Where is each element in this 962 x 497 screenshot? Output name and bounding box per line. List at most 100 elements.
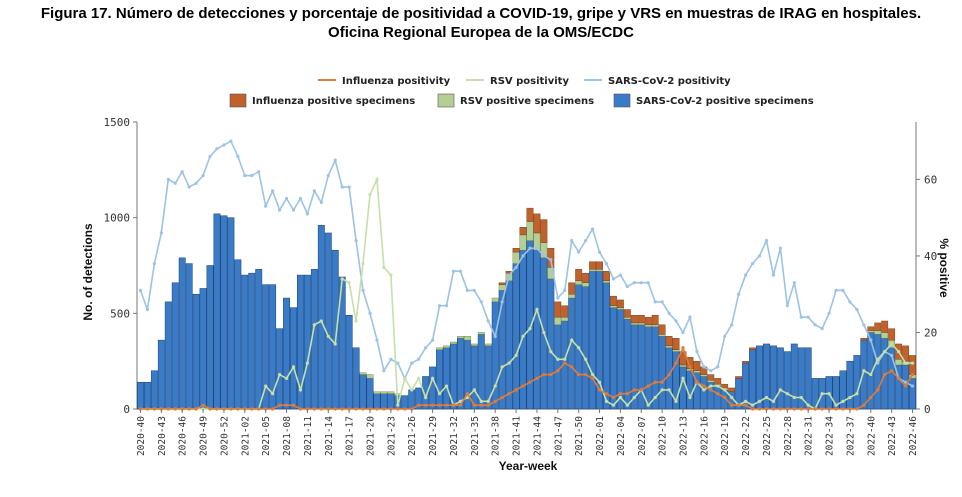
point-sars-cov-2-positivity bbox=[862, 323, 866, 327]
point-sars-cov-2-positivity bbox=[444, 304, 449, 308]
x-tick-label: 2022-40 bbox=[866, 416, 877, 456]
point-rsv-positivity bbox=[514, 353, 518, 358]
point-influenza-positivity bbox=[472, 403, 476, 407]
point-rsv-positivity bbox=[841, 399, 845, 403]
point-rsv-positivity bbox=[611, 403, 616, 407]
point-rsv-positivity bbox=[570, 338, 574, 342]
point-rsv-positivity bbox=[521, 334, 525, 338]
point-sars-cov-2-positivity bbox=[890, 353, 894, 358]
x-tick-label: 2021-26 bbox=[407, 416, 418, 456]
point-sars-cov-2-positivity bbox=[284, 196, 289, 201]
bar-sars-cov-2 bbox=[206, 265, 214, 410]
bar-influenza bbox=[749, 347, 756, 350]
point-rsv-positivity bbox=[347, 281, 351, 285]
point-sars-cov-2-positivity bbox=[138, 288, 143, 292]
point-rsv-positivity bbox=[632, 395, 636, 400]
point-influenza-positivity bbox=[500, 395, 504, 400]
point-sars-cov-2-positivity bbox=[486, 319, 490, 323]
point-rsv-positivity bbox=[417, 376, 421, 380]
bar-sars-cov-2 bbox=[415, 387, 423, 410]
y2-tick-label: 40 bbox=[924, 250, 937, 263]
point-influenza-positivity bbox=[723, 395, 727, 400]
point-sars-cov-2-positivity bbox=[229, 139, 233, 143]
point-influenza-positivity bbox=[208, 407, 212, 411]
bar-sars-cov-2 bbox=[603, 282, 610, 410]
point-rsv-positivity bbox=[792, 395, 796, 400]
point-influenza-positivity bbox=[458, 403, 463, 407]
bar-sars-cov-2 bbox=[324, 232, 332, 410]
tick-labels-group: 0 500 1000 1500 0 20 40 60 2020-40 2020-43 2020-46… bbox=[104, 116, 938, 456]
bar-sars-cov-2 bbox=[589, 270, 597, 410]
point-influenza-positivity bbox=[855, 407, 859, 411]
bar-sars-cov-2 bbox=[436, 349, 444, 410]
bar-rsv bbox=[881, 332, 889, 339]
point-influenza-positivity bbox=[688, 365, 692, 369]
point-sars-cov-2-positivity bbox=[264, 204, 268, 208]
point-influenza-positivity bbox=[750, 407, 755, 411]
point-influenza-positivity bbox=[778, 407, 782, 411]
legend-label-flu-specimens: Influenza positive specimens bbox=[252, 96, 415, 107]
bar-influenza bbox=[526, 207, 534, 222]
bar-sars-cov-2 bbox=[665, 347, 673, 410]
point-sars-cov-2-positivity bbox=[723, 334, 727, 338]
bar-rsv bbox=[359, 372, 367, 375]
point-influenza-positivity bbox=[486, 403, 490, 407]
bar-rsv bbox=[637, 322, 645, 326]
point-influenza-positivity bbox=[667, 372, 671, 377]
point-sars-cov-2-positivity bbox=[660, 300, 664, 304]
bar-influenza bbox=[610, 295, 617, 306]
bar-influenza bbox=[714, 378, 722, 385]
point-influenza-positivity bbox=[542, 372, 546, 377]
bar-sars-cov-2 bbox=[783, 351, 791, 410]
point-rsv-positivity bbox=[681, 376, 685, 380]
line-series-group bbox=[138, 139, 915, 411]
x-tick-label: 2022-31 bbox=[804, 416, 815, 456]
x-tick-label: 2021-20 bbox=[366, 416, 377, 456]
legend-label-sars-positivity: SARS-CoV-2 positivity bbox=[608, 76, 731, 87]
point-sars-cov-2-positivity bbox=[667, 311, 671, 315]
point-influenza-positivity bbox=[284, 403, 289, 407]
bar-sars-cov-2 bbox=[470, 345, 478, 410]
point-sars-cov-2-positivity bbox=[319, 200, 323, 204]
point-influenza-positivity bbox=[451, 403, 456, 407]
y2-tick-label: 20 bbox=[924, 326, 937, 339]
x-tick-label: 2021-11 bbox=[303, 416, 314, 456]
point-influenza-positivity bbox=[709, 388, 713, 392]
point-sars-cov-2-positivity bbox=[674, 319, 678, 323]
point-rsv-positivity bbox=[757, 399, 762, 403]
bar-sars-cov-2 bbox=[658, 336, 666, 410]
point-influenza-positivity bbox=[431, 403, 435, 407]
point-sars-cov-2-positivity bbox=[709, 369, 713, 373]
bar-rsv bbox=[679, 364, 687, 368]
bar-rsv bbox=[895, 359, 903, 366]
point-sars-cov-2-positivity bbox=[145, 307, 150, 312]
bar-rsv bbox=[436, 347, 443, 350]
point-influenza-positivity bbox=[702, 384, 706, 388]
point-sars-cov-2-positivity bbox=[549, 258, 553, 262]
figure-title-line1: Figura 17. Número de detecciones y porce… bbox=[40, 5, 922, 22]
point-sars-cov-2-positivity bbox=[417, 357, 421, 361]
point-sars-cov-2-positivity bbox=[750, 261, 755, 266]
legend-label-flu-positivity: Influenza positivity bbox=[342, 76, 451, 87]
point-rsv-positivity bbox=[855, 392, 859, 396]
x-tick-label: 2020-40 bbox=[136, 416, 147, 456]
point-influenza-positivity bbox=[354, 407, 358, 411]
point-sars-cov-2-positivity bbox=[813, 323, 817, 327]
point-sars-cov-2-positivity bbox=[236, 154, 240, 159]
line-rsv-positivity bbox=[140, 176, 913, 411]
bar-sars-cov-2 bbox=[804, 347, 812, 410]
bar-rsv bbox=[366, 374, 374, 379]
point-sars-cov-2-positivity bbox=[250, 173, 254, 178]
bar-sars-cov-2 bbox=[137, 381, 144, 410]
bar-rsv bbox=[700, 374, 708, 377]
bar-sars-cov-2 bbox=[749, 349, 756, 410]
point-rsv-positivity bbox=[883, 350, 887, 354]
point-sars-cov-2-positivity bbox=[702, 365, 706, 369]
bar-sars-cov-2 bbox=[380, 393, 388, 410]
point-rsv-positivity bbox=[778, 388, 782, 392]
x-tick-label: 2021-08 bbox=[282, 416, 293, 456]
point-influenza-positivity bbox=[757, 407, 762, 411]
bar-sars-cov-2 bbox=[317, 225, 325, 410]
x-tick-label: 2022-28 bbox=[783, 416, 794, 456]
